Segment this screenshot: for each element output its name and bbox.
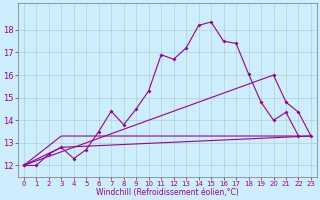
X-axis label: Windchill (Refroidissement éolien,°C): Windchill (Refroidissement éolien,°C)	[96, 188, 239, 197]
